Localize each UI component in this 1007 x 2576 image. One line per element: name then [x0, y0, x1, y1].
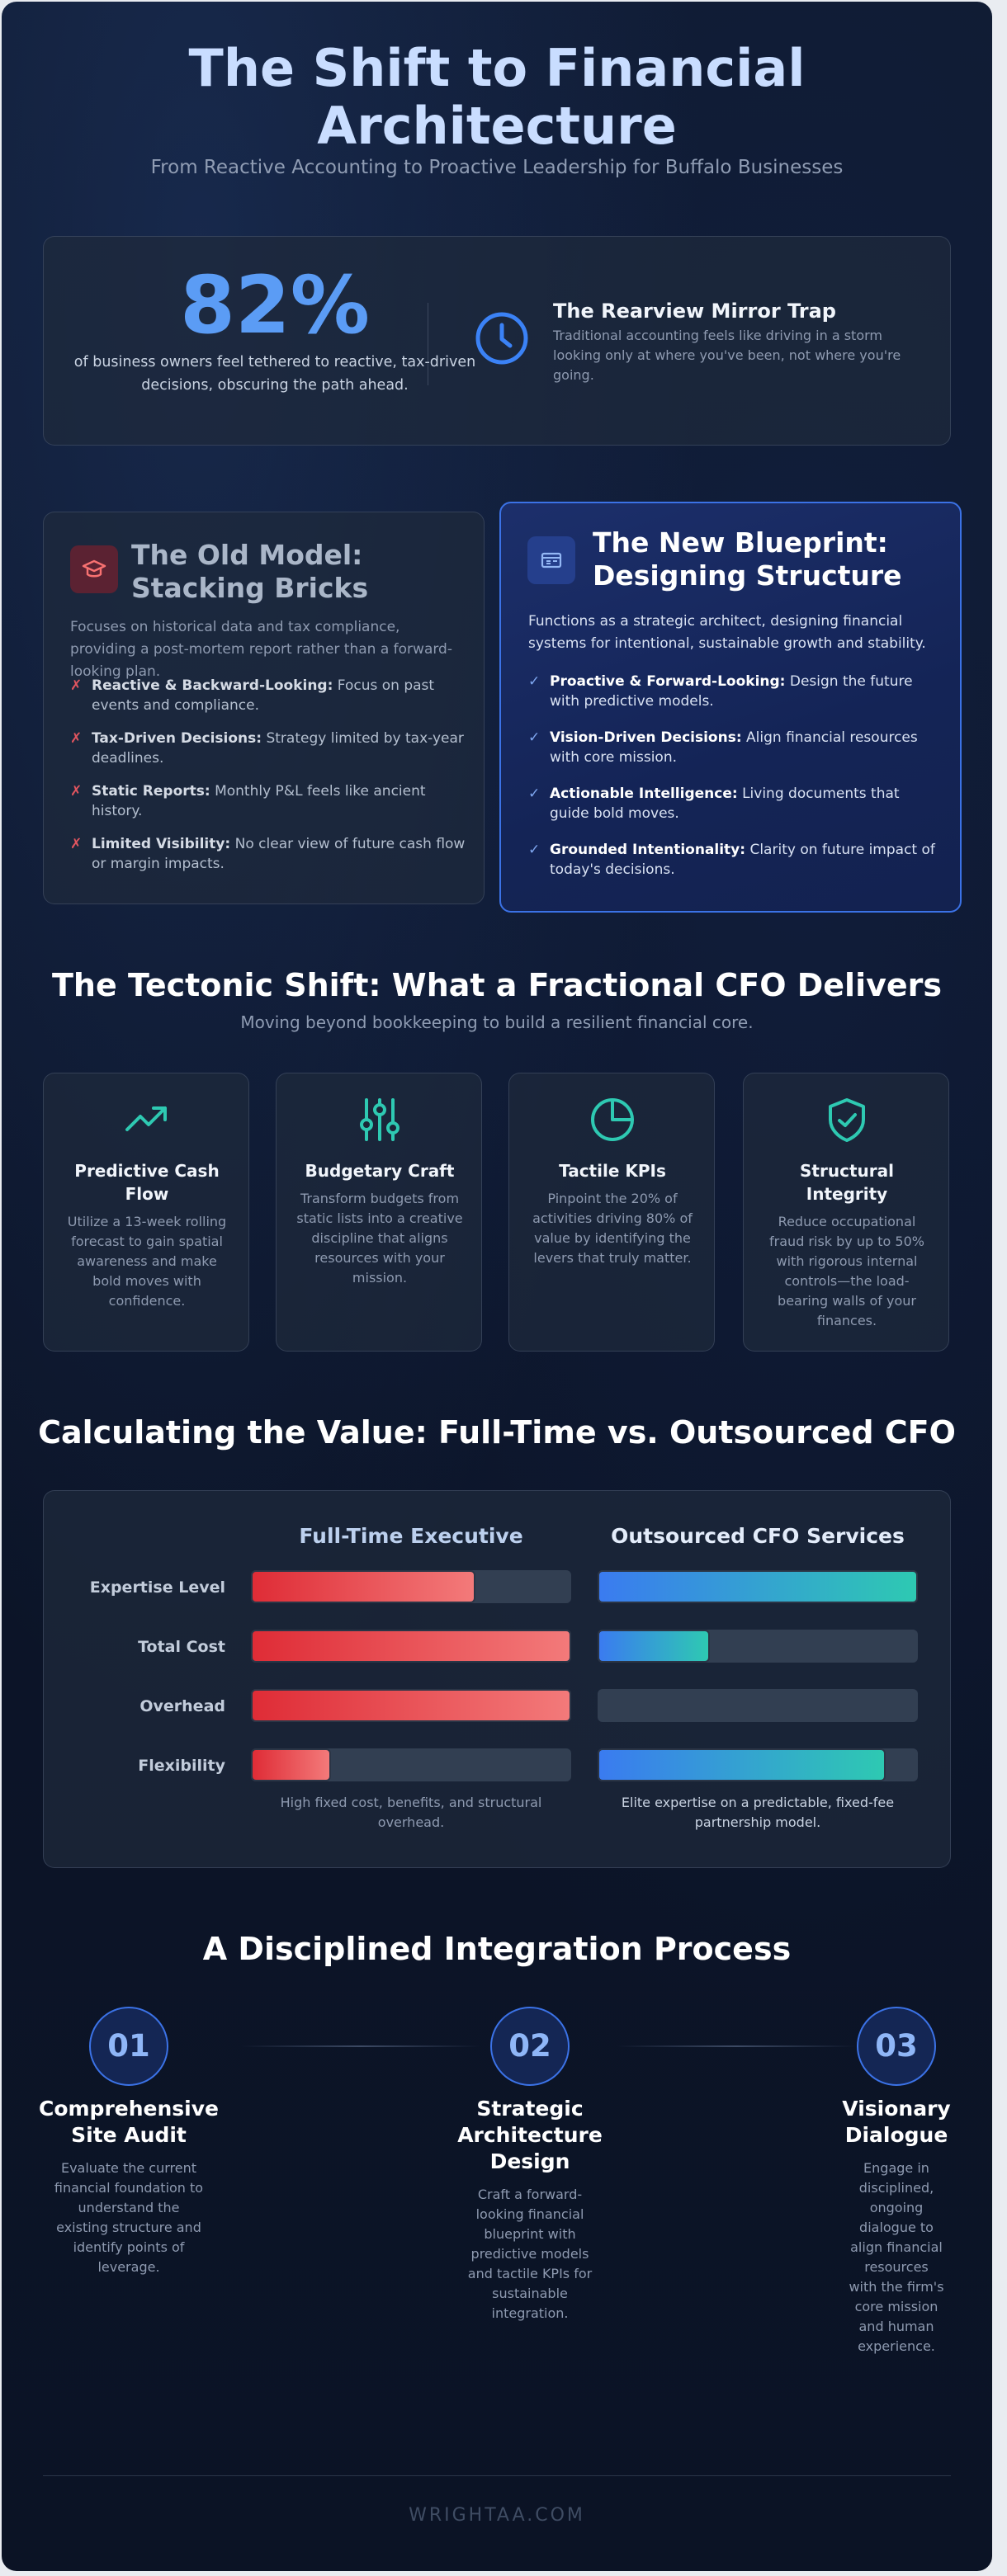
column-header-fulltime: Full-Time Executive — [299, 1524, 523, 1548]
outsourced-bar-track — [598, 1689, 918, 1722]
row-label: Total Cost — [138, 1638, 225, 1656]
check-icon: ✓ — [528, 842, 541, 858]
value-comparison-card: Full-Time Executive Outsourced CFO Servi… — [43, 1490, 951, 1868]
blueprint-icon — [527, 536, 575, 584]
value-title: Calculating the Value: Full-Time vs. Out… — [38, 1414, 956, 1451]
check-icon: ✓ — [528, 673, 541, 690]
stat-description: of business owners feel tethered to reac… — [73, 354, 476, 394]
stat-value: 82% — [180, 259, 370, 351]
tectonic-subtitle: Moving beyond bookkeeping to build a res… — [240, 1012, 754, 1032]
clock-icon — [475, 312, 528, 365]
step-text: Evaluate the current financial foundatio… — [54, 2160, 204, 2275]
page-subtitle: From Reactive Accounting to Proactive Le… — [150, 157, 844, 178]
fulltime-bar — [251, 1570, 475, 1603]
new-model-title: The New Blueprint: Designing Structure — [593, 526, 902, 592]
service-title: Tactile KPIs — [559, 1161, 666, 1181]
page-title: The Shift to Financial Architecture — [188, 38, 806, 156]
sliders-icon — [360, 1098, 399, 1141]
column-header-outsourced: Outsourced CFO Services — [611, 1524, 905, 1548]
list-item: ✗ Limited Visibility: No clear view of fu… — [70, 836, 466, 872]
row-label: Overhead — [139, 1697, 225, 1715]
graduation-cap-icon — [70, 545, 118, 593]
new-model-list: ✓ Proactive & Forward-Looking: Design the… — [528, 672, 941, 896]
step-connector — [241, 2045, 480, 2047]
footer-divider — [43, 2475, 951, 2476]
pie-chart-icon — [591, 1098, 634, 1141]
process-title: A Disciplined Integration Process — [202, 1931, 792, 1967]
outsourced-bar-track — [598, 1630, 918, 1663]
list-item: ✓ Grounded Intentionality: Clarity on fut… — [528, 842, 935, 878]
list-item: ✓ Proactive & Forward-Looking: Design the… — [528, 673, 913, 710]
shield-check-icon — [829, 1098, 865, 1142]
new-model-description: Functions as a strategic architect, desi… — [528, 613, 926, 652]
list-item: ✗ Static Reports: Monthly P&L feels like … — [70, 783, 426, 819]
fulltime-bar — [251, 1748, 331, 1781]
row-label: Expertise Level — [89, 1578, 225, 1597]
service-text: Utilize a 13-week rolling forecast to ga… — [67, 1214, 227, 1309]
trending-up-icon — [125, 1106, 167, 1131]
step-connector — [617, 2045, 856, 2047]
fulltime-bar — [251, 1630, 571, 1663]
service-text: Reduce occupational fraud risk by up to … — [769, 1214, 924, 1328]
service-text: Pinpoint the 20% of activities driving 8… — [532, 1191, 693, 1266]
step-text: Engage in disciplined, ongoing dialogue … — [849, 2160, 944, 2354]
step-title: Strategic Architecture Design — [457, 2097, 603, 2173]
step-number: 02 — [490, 2007, 570, 2086]
service-card-budgetary: Budgetary Craft Transform budgets from s… — [276, 1073, 482, 1352]
step-number: 03 — [857, 2007, 936, 2086]
service-title: Budgetary Craft — [305, 1161, 455, 1181]
fulltime-bar-track — [251, 1570, 571, 1603]
step-title: Visionary Dialogue — [842, 2097, 951, 2147]
check-icon: ✓ — [528, 729, 541, 746]
outsourced-bar-track — [598, 1570, 918, 1603]
footer-brand: WRIGHTAA.COM — [409, 2505, 585, 2526]
x-mark-icon: ✗ — [70, 836, 83, 852]
tectonic-title: The Tectonic Shift: What a Fractional CF… — [51, 967, 943, 1003]
check-icon: ✓ — [528, 786, 541, 802]
outsourced-note: Elite expertise on a predictable, fixed-… — [621, 1795, 895, 1830]
service-card-kpis: Tactile KPIs Pinpoint the 20% of activit… — [508, 1073, 715, 1352]
list-item: ✓ Actionable Intelligence: Living documen… — [528, 786, 900, 822]
x-mark-icon: ✗ — [70, 677, 83, 694]
service-card-cash-flow: Predictive Cash Flow Utilize a 13-week r… — [43, 1073, 249, 1352]
service-text: Transform budgets from static lists into… — [296, 1191, 463, 1286]
x-mark-icon: ✗ — [70, 730, 83, 747]
x-mark-icon: ✗ — [70, 783, 83, 800]
row-label: Flexibility — [138, 1757, 225, 1775]
service-card-integrity: Structural Integrity Reduce occupational… — [743, 1073, 949, 1352]
outsourced-bar — [598, 1630, 710, 1663]
list-item: ✓ Vision-Driven Decisions: Align financia… — [528, 729, 918, 766]
stat-card: 82% of business owners feel tethered to … — [43, 236, 951, 446]
trap-title: The Rearview Mirror Trap — [553, 300, 836, 323]
new-model-card: The New Blueprint: Designing Structure F… — [499, 502, 962, 913]
trap-text: Traditional accounting feels like drivin… — [553, 328, 901, 383]
old-model-title: The Old Model: Stacking Bricks — [131, 539, 369, 604]
outsourced-bar — [598, 1570, 918, 1603]
old-model-card: The Old Model: Stacking Bricks Focuses o… — [43, 512, 485, 904]
list-item: ✗ Reactive & Backward-Looking: Focus on p… — [70, 677, 435, 714]
outsourced-bar — [598, 1748, 886, 1781]
fulltime-bar-track — [251, 1689, 571, 1722]
service-title: Predictive Cash Flow — [74, 1161, 220, 1204]
old-model-description: Focuses on historical data and tax compl… — [70, 619, 452, 680]
outsourced-bar-track — [598, 1748, 918, 1781]
service-title: Structural Integrity — [800, 1161, 894, 1204]
fulltime-note: High fixed cost, benefits, and structura… — [280, 1795, 542, 1830]
step-text: Craft a forward-looking financial bluepr… — [467, 2187, 593, 2321]
step-title: Comprehensive Site Audit — [38, 2097, 219, 2147]
list-item: ✗ Tax-Driven Decisions: Strategy limited … — [70, 730, 464, 767]
fulltime-bar-track — [251, 1748, 571, 1781]
fulltime-bar — [251, 1689, 571, 1722]
fulltime-bar-track — [251, 1630, 571, 1663]
old-model-list: ✗ Reactive & Backward-Looking: Focus on p… — [70, 676, 466, 887]
step-number: 01 — [89, 2007, 168, 2086]
